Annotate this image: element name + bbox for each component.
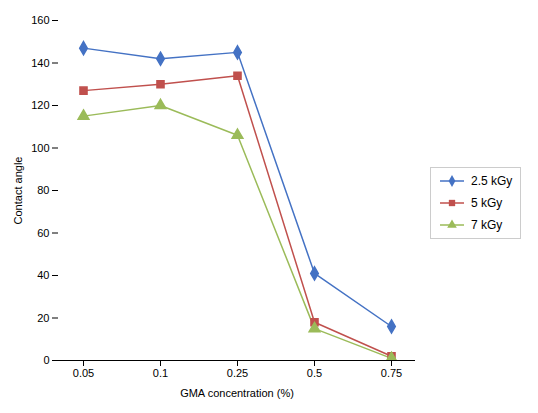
html-text:2.5 kGy: 2.5 kGy <box>471 173 513 188</box>
html-text:5 kGy: 5 kGy <box>471 195 503 210</box>
html-text:7 kGy: 7 kGy <box>471 217 503 232</box>
svg-text:20: 20 <box>37 312 49 324</box>
svg-text:0.5: 0.5 <box>307 367 322 379</box>
svg-text:0.75: 0.75 <box>381 367 402 379</box>
svg-text:0.25: 0.25 <box>227 367 248 379</box>
svg-text:40: 40 <box>37 269 49 281</box>
svg-text:80: 80 <box>37 184 49 196</box>
svg-text:140: 140 <box>31 57 49 69</box>
svg-text:0.1: 0.1 <box>153 367 168 379</box>
svg-text:60: 60 <box>37 227 49 239</box>
svg-text:120: 120 <box>31 99 49 111</box>
svg-text:100: 100 <box>31 142 49 154</box>
svg-text:0.05: 0.05 <box>73 367 94 379</box>
svg-text:160: 160 <box>31 14 49 26</box>
svg-text:0: 0 <box>43 354 49 366</box>
svg-text:Contact angle: Contact angle <box>12 157 24 225</box>
svg-text:GMA concentration (%): GMA concentration (%) <box>180 387 294 399</box>
